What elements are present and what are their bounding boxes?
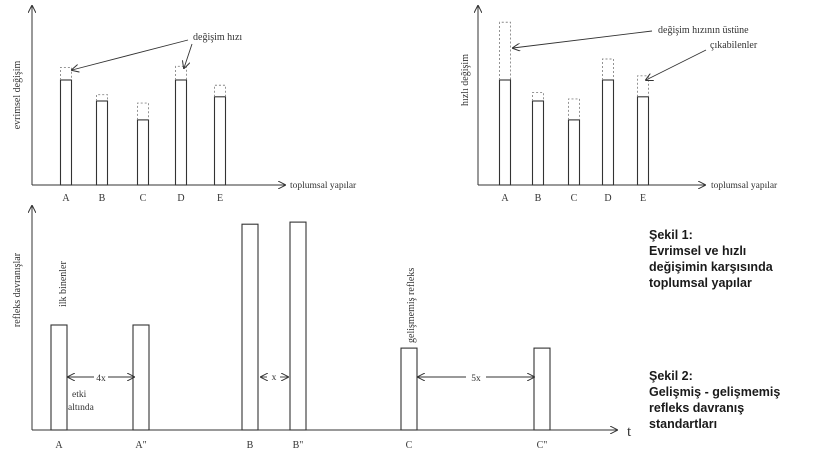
bar-change-increment: [214, 84, 226, 97]
category-label: C: [406, 440, 413, 451]
chart3-gap-x-label: x: [272, 373, 277, 383]
category-label: B": [293, 440, 304, 451]
bar-change-increment: [568, 98, 580, 120]
bar-b: [95, 100, 109, 186]
chart3-ylabel: refleks davranışlar: [12, 252, 23, 327]
chart-rapid-change: hızlı değişim toplumsal yapılar A B C D E de…: [460, 6, 778, 204]
bar-a: [59, 79, 73, 186]
category-label: D: [604, 193, 611, 204]
category-label: C": [537, 440, 548, 451]
chart3-label-underdeveloped-reflex: gelişmemiş refleks: [406, 268, 417, 343]
bar-a: [498, 79, 512, 186]
chart1-annotation-arrow-2: [184, 43, 193, 68]
chart-reflex-behaviour: refleks davranışlar t A A" B B" C C" ilk bine…: [12, 206, 632, 451]
chart3-gap-5x-label: 5x: [471, 374, 481, 384]
bar-b: [241, 223, 259, 431]
chart2-annotation-line-1: değişim hızının üstüne: [658, 25, 749, 36]
figure2-caption-line: refleks davranış: [649, 401, 745, 415]
category-label: B: [247, 440, 254, 451]
category-label: E: [640, 193, 646, 204]
figure2-caption-line: Gelişmiş - gelişmemiş: [649, 385, 781, 399]
chart2-annotation-arrow-2: [646, 49, 707, 80]
chart1-annotation-arrow-1: [72, 39, 189, 70]
chart1-ylabel: evrimsel değişim: [12, 60, 23, 129]
bar-d: [174, 79, 188, 186]
bar-c: [567, 119, 581, 186]
bar-c: [136, 119, 150, 186]
category-label: C: [571, 193, 578, 204]
bar-change-increment: [602, 58, 614, 80]
category-label: B: [535, 193, 542, 204]
figure2-caption-line: standartları: [649, 417, 718, 431]
category-label: D: [177, 193, 184, 204]
chart3-label-altinda: altında: [68, 403, 95, 413]
bar-change-increment: [175, 65, 187, 80]
category-label: C: [140, 193, 147, 204]
bar-c: [400, 347, 418, 431]
category-label: A": [135, 440, 146, 451]
bar-a-dbl: [132, 324, 150, 431]
bar-change-increment: [637, 75, 649, 97]
chart3-gap-4x-label: 4x: [96, 374, 106, 384]
bar-change-increment: [60, 66, 72, 80]
chart1-xlabel: toplumsal yapılar: [290, 181, 357, 191]
chart3-xlabel-t: t: [627, 424, 632, 440]
chart3-label-first-riders: ilk binenler: [58, 261, 69, 307]
bar-e: [213, 96, 227, 186]
chart2-xlabel: toplumsal yapılar: [711, 181, 778, 191]
category-label: E: [217, 193, 223, 204]
figure1-caption-line: Şekil 1:: [649, 228, 693, 242]
figure1-caption-line: değişimin karşısında: [649, 260, 773, 274]
bar-b-dbl: [289, 221, 307, 431]
bar-b: [531, 100, 545, 186]
bar-a: [50, 324, 68, 431]
figure2-caption: Şekil 2: Gelişmiş - gelişmemiş refleks d…: [649, 368, 780, 432]
bar-change-increment: [532, 92, 544, 101]
bar-d: [601, 79, 615, 186]
figure2-caption-line: Şekil 2:: [649, 369, 693, 383]
category-label: B: [99, 193, 106, 204]
figure1-caption: Şekil 1: Evrimsel ve hızlı değişimin kar…: [649, 227, 773, 291]
bar-c-dbl: [533, 347, 551, 431]
bar-change-increment: [137, 102, 149, 120]
bar-change-increment: [96, 94, 108, 101]
category-label: A: [55, 440, 63, 451]
chart1-annotation-rate: değişim hızı: [193, 32, 242, 43]
chart2-ylabel: hızlı değişim: [460, 54, 471, 106]
bar-change-increment: [499, 21, 511, 80]
figure1-caption-line: Evrimsel ve hızlı: [649, 244, 747, 258]
bar-e: [636, 96, 650, 186]
chart2-annotation-arrow-1: [513, 30, 653, 48]
category-label: A: [501, 193, 509, 204]
chart3-label-etki: etki: [72, 390, 87, 400]
chart2-annotation-line-2: çıkabilenler: [710, 40, 758, 51]
figure1-caption-line: toplumsal yapılar: [649, 276, 752, 290]
chart-evolutionary-change: evrimsel değişim toplumsal yapılar A B C D E…: [12, 6, 357, 204]
category-label: A: [62, 193, 70, 204]
